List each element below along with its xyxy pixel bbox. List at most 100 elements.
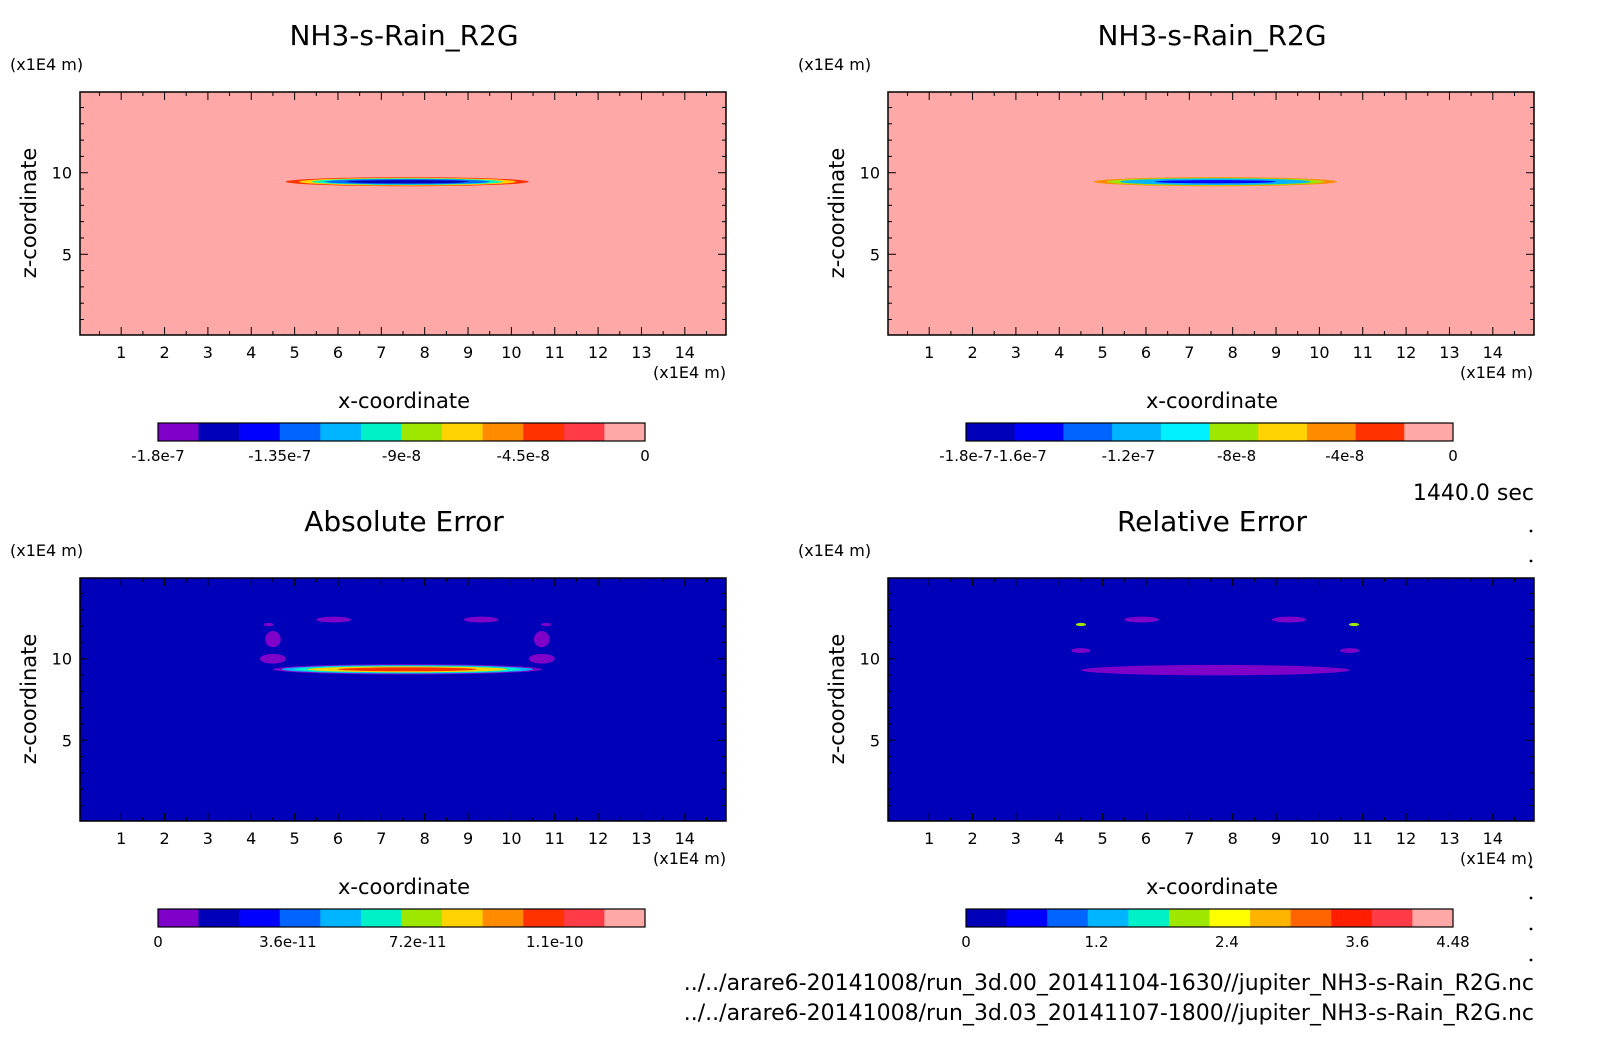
x-axis-label: x-coordinate bbox=[338, 389, 470, 413]
relerror-spot bbox=[1348, 622, 1360, 627]
colorbar-tick-label: -1.2e-7 bbox=[1102, 447, 1155, 465]
z-unit-label: (x1E4 m) bbox=[10, 55, 83, 74]
error-patch bbox=[528, 653, 555, 664]
field-layer bbox=[285, 177, 529, 187]
colorbar-segment bbox=[1306, 423, 1357, 441]
colorbar-tick-label: -1.6e-7 bbox=[993, 447, 1046, 465]
colorbar-segment bbox=[1371, 909, 1413, 927]
colorbar-segment bbox=[1047, 909, 1089, 927]
colorbar-segment bbox=[401, 423, 443, 441]
y-tick-label: 10 bbox=[52, 650, 72, 669]
error-band-core bbox=[337, 667, 477, 672]
error-patch bbox=[540, 622, 552, 627]
x-tick-label: 12 bbox=[588, 343, 608, 362]
colorbar-segment bbox=[482, 423, 524, 441]
colorbar-segment bbox=[604, 423, 646, 441]
x-tick-label: 7 bbox=[1184, 343, 1194, 362]
panel-bottom-left: Absolute Error (x1E4 m) 1 2 3 4 5 6 7 8 9 10 11 12 1… bbox=[10, 505, 727, 951]
colorbar-tick-label: -9e-8 bbox=[382, 447, 421, 465]
colorbar-segment bbox=[523, 423, 565, 441]
colorbar-frame bbox=[157, 908, 646, 928]
x-tick-label: 6 bbox=[1141, 829, 1151, 848]
relerror-patch bbox=[1071, 648, 1091, 654]
colorbar-segment bbox=[1412, 909, 1454, 927]
colorbar-segment bbox=[442, 909, 484, 927]
x-tick-label: 13 bbox=[1439, 829, 1459, 848]
x-tick-label: 5 bbox=[1098, 829, 1108, 848]
colorbar-segment bbox=[198, 423, 240, 441]
x-tick-label: 9 bbox=[1271, 829, 1281, 848]
colorbar-frame bbox=[965, 908, 1454, 928]
colorbar-segment bbox=[1063, 423, 1113, 441]
colorbar-segment bbox=[320, 423, 362, 441]
z-unit-label: (x1E4 m) bbox=[798, 541, 871, 560]
colorbar-tick-label: 0 bbox=[640, 447, 650, 465]
x-tick-label: 4 bbox=[1054, 829, 1064, 848]
x-tick-label: 4 bbox=[246, 829, 256, 848]
y-tick-label: 10 bbox=[52, 164, 72, 183]
panel-top-left: NH3-s-Rain_R2G (x1E4 m) 1 2 3 4 5 6 7 8 9 10 11 12 1… bbox=[10, 19, 727, 465]
x-tick-label: 13 bbox=[631, 343, 651, 362]
y-tick-label: 5 bbox=[870, 731, 880, 750]
y-tick-label: 10 bbox=[860, 650, 880, 669]
y-tick-label: 5 bbox=[62, 245, 72, 264]
y-tick-label: 5 bbox=[870, 245, 880, 264]
file-path-1: ../../arare6-20141008/run_3d.00_20141104… bbox=[684, 971, 1534, 996]
colorbar-segment bbox=[1331, 909, 1373, 927]
x-tick-label: 12 bbox=[588, 829, 608, 848]
colorbar: -1.8e-7 -1.6e-7 -1.2e-7 -8e-8 -4e-8 0 bbox=[939, 422, 1458, 465]
plot-area bbox=[887, 91, 1535, 336]
colorbar-segment bbox=[966, 909, 1008, 927]
colorbar-tick-label: -1.8e-7 bbox=[939, 447, 992, 465]
y-axis-label: z-coordinate bbox=[825, 634, 849, 765]
file-path-2: ../../arare6-20141008/run_3d.03_20141107… bbox=[684, 1001, 1534, 1026]
colorbar-segment bbox=[563, 423, 605, 441]
plot-area bbox=[887, 577, 1535, 822]
error-patch bbox=[265, 631, 281, 648]
x-tick-label: 7 bbox=[1184, 829, 1194, 848]
x-tick-label: 2 bbox=[967, 829, 977, 848]
x-axis-label: x-coordinate bbox=[1146, 875, 1278, 899]
colorbar-segment bbox=[1404, 423, 1454, 441]
x-tick-label: 1 bbox=[116, 343, 126, 362]
colorbar-segment bbox=[198, 909, 240, 927]
x-tick-label: 7 bbox=[376, 829, 386, 848]
field-layer bbox=[1071, 616, 1360, 676]
plot-area bbox=[79, 577, 727, 822]
colorbar-tick-label: 4.48 bbox=[1436, 933, 1469, 951]
x-tick-label: 14 bbox=[1483, 829, 1503, 848]
x-tick-label: 8 bbox=[1228, 829, 1238, 848]
x-tick-label: 2 bbox=[159, 829, 169, 848]
error-patch bbox=[259, 653, 286, 664]
colorbar-tick-label: 3.6 bbox=[1345, 933, 1369, 951]
colorbar-segment bbox=[239, 909, 281, 927]
field-layer bbox=[1093, 177, 1337, 187]
colorbar-segment bbox=[1112, 423, 1162, 441]
colorbar-tick-label: 1.1e-10 bbox=[526, 933, 584, 951]
colorbar-segment bbox=[401, 909, 443, 927]
colorbar-frame bbox=[965, 422, 1454, 442]
x-tick-label: 6 bbox=[333, 343, 343, 362]
x-tick-label: 13 bbox=[631, 829, 651, 848]
colorbar-segment bbox=[1209, 909, 1251, 927]
colorbar-segment bbox=[158, 423, 200, 441]
panel-title: NH3-s-Rain_R2G bbox=[1097, 19, 1326, 52]
x-unit-label: (x1E4 m) bbox=[653, 849, 726, 868]
x-tick-label: 14 bbox=[1483, 343, 1503, 362]
x-axis-label: x-coordinate bbox=[1146, 389, 1278, 413]
y-tick-label: 5 bbox=[62, 731, 72, 750]
relerror-spot bbox=[1075, 622, 1087, 627]
y-axis-label: z-coordinate bbox=[17, 148, 41, 279]
colorbar-tick-label: 7.2e-11 bbox=[389, 933, 447, 951]
x-tick-label: 6 bbox=[1141, 343, 1151, 362]
colorbar-segment bbox=[604, 909, 646, 927]
x-tick-label: 3 bbox=[203, 829, 213, 848]
x-tick-label: 1 bbox=[116, 829, 126, 848]
x-tick-label: 11 bbox=[545, 343, 565, 362]
rain-band-core bbox=[1154, 180, 1277, 184]
x-tick-label: 12 bbox=[1396, 343, 1416, 362]
colorbar-segment bbox=[1006, 909, 1048, 927]
colorbar-tick-label: -8e-8 bbox=[1217, 447, 1256, 465]
